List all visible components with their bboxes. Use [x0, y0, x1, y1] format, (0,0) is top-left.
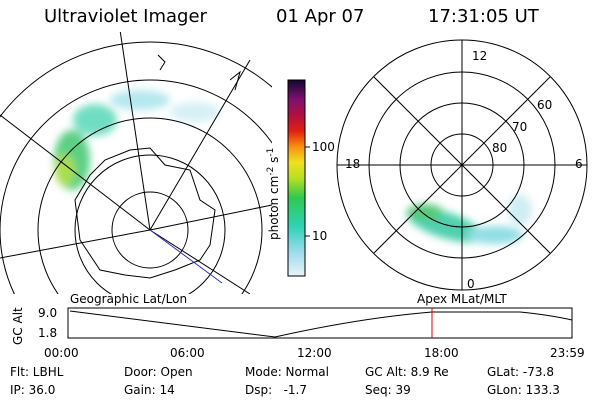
info-item: Door: Open — [124, 365, 193, 379]
info-item: GLat: -73.8 — [487, 365, 554, 379]
plot-title: Apex MLat/MLT — [417, 292, 507, 306]
info-item: IP: 36.0 — [10, 383, 55, 397]
info-item: GC Alt: 8.9 Re — [365, 365, 449, 379]
title: Ultraviolet Imager — [44, 6, 208, 27]
info-item: Dsp: -1.7 — [245, 383, 307, 397]
mlt-label: 18 — [345, 157, 360, 171]
altitude-frame — [67, 307, 573, 339]
polar-plot: 12 18 6 0 60 70 80 — [336, 39, 588, 291]
info-item: Mode: Normal — [245, 365, 329, 379]
altitude-curve — [69, 310, 573, 338]
lat-label: 80 — [492, 141, 507, 155]
geographic-map — [0, 32, 272, 294]
info-item: Seq: 39 — [365, 383, 411, 397]
mlt-label: 12 — [472, 49, 487, 63]
y-label: GC Alt — [11, 307, 25, 345]
lat-label: 60 — [537, 98, 552, 112]
color-unit: photon cm-2 s-1 — [266, 148, 281, 240]
x-tick-label: 12:00 — [297, 346, 332, 360]
mlt-label: 6 — [575, 157, 583, 171]
x-tick-label: 23:59 — [550, 346, 585, 360]
info-item: Flt: LBHL — [10, 365, 64, 379]
info-panel: Flt: LBHL Door: Open Mode: Normal GC Alt: 8… — [10, 365, 560, 397]
x-tick-label: 06:00 — [170, 346, 205, 360]
date: 01 Apr 07 — [276, 6, 364, 27]
mlt-label: 0 — [467, 277, 475, 291]
color-tick: 10 — [312, 229, 327, 243]
info-item: Gain: 14 — [124, 383, 175, 397]
info-item: GLon: 133.3 — [487, 383, 560, 397]
y-tick-label: 9.0 — [38, 306, 57, 320]
x-tick-label: 00:00 — [44, 346, 79, 360]
time: 17:31:05 UT — [428, 6, 540, 27]
color-tick: 100 — [312, 140, 335, 154]
color-bar — [287, 79, 306, 277]
plot-title: Geographic Lat/Lon — [70, 292, 187, 306]
lat-label: 70 — [512, 120, 527, 134]
x-tick-label: 18:00 — [424, 346, 459, 360]
y-tick-label: 1.8 — [38, 326, 57, 340]
